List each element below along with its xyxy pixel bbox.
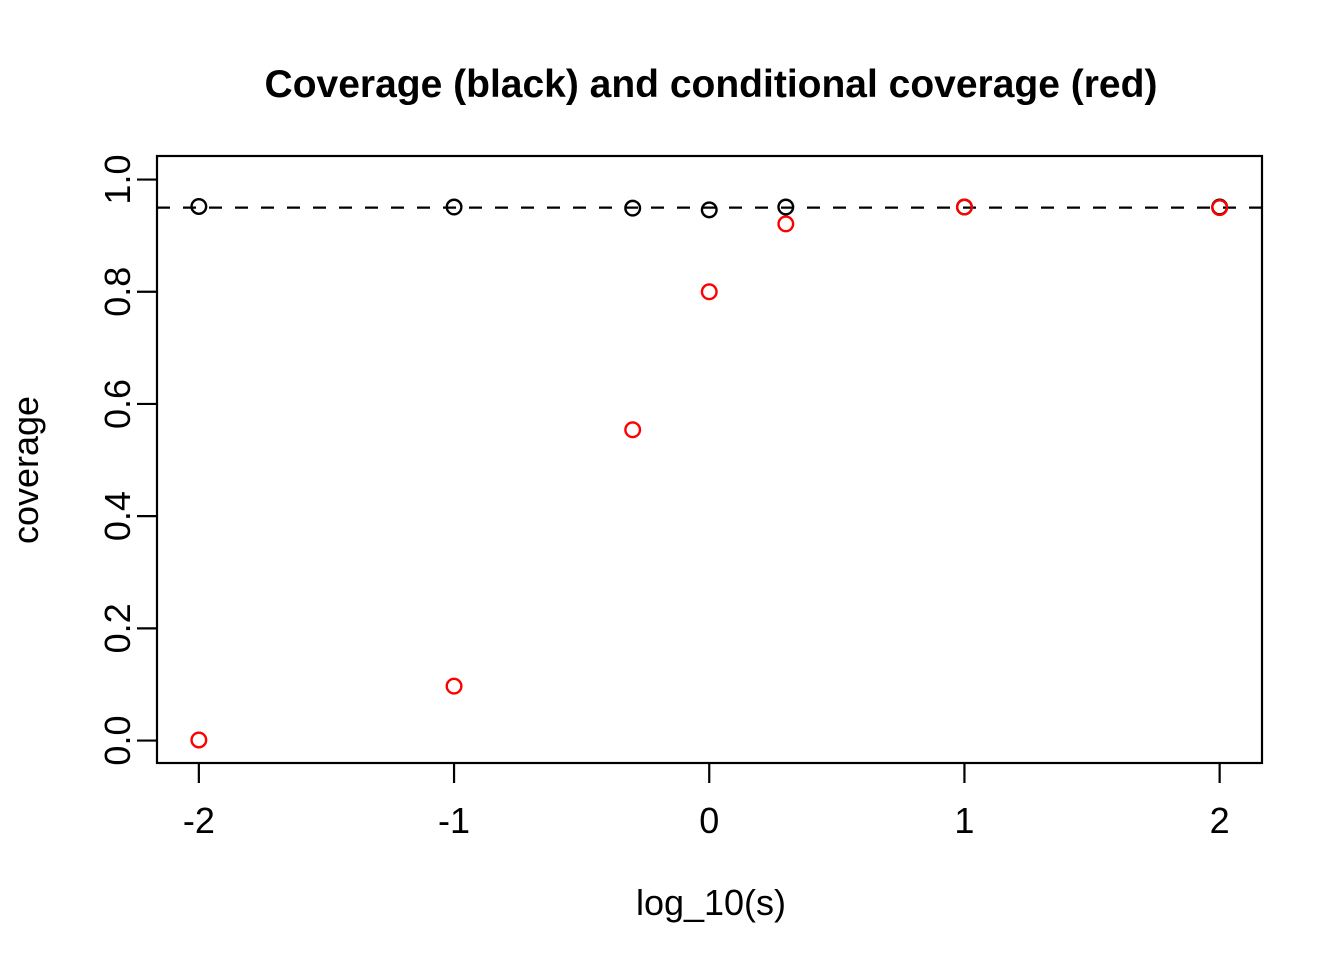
data-points-group <box>190 197 1229 749</box>
y-tick-label: 0.0 <box>97 716 138 766</box>
y-tick-label: 0.2 <box>97 603 138 653</box>
point-conditional-coverage <box>1211 199 1229 217</box>
y-axis-group: 0.0 0.2 0.4 0.6 0.8 1.0 <box>97 155 157 766</box>
y-tick-label: 0.6 <box>97 379 138 429</box>
point-conditional-coverage <box>955 198 973 216</box>
point-conditional-coverage <box>445 677 463 695</box>
point-coverage <box>777 198 795 216</box>
point-conditional-coverage <box>190 731 208 749</box>
point-coverage <box>624 199 642 217</box>
plot-box <box>155 154 1264 765</box>
y-tick-label: 0.8 <box>97 267 138 317</box>
point-conditional-coverage <box>624 421 642 439</box>
x-tick-label: 0 <box>699 800 719 841</box>
point-conditional-coverage <box>700 283 718 301</box>
y-tick-label: 0.4 <box>97 491 138 541</box>
point-coverage <box>190 197 208 215</box>
x-axis-group: -2 -1 0 1 2 <box>183 763 1230 841</box>
x-axis-label: log_10(s) <box>636 882 786 923</box>
point-coverage <box>445 198 463 216</box>
x-tick-label: -2 <box>183 800 215 841</box>
y-tick-label: 1.0 <box>97 155 138 205</box>
y-axis-label: coverage <box>5 396 46 544</box>
x-tick-label: 2 <box>1210 800 1230 841</box>
x-tick-label: 1 <box>954 800 974 841</box>
point-coverage <box>700 201 718 219</box>
chart-title: Coverage (black) and conditional coverag… <box>265 63 1158 106</box>
x-tick-label: -1 <box>438 800 470 841</box>
point-conditional-coverage <box>777 215 795 233</box>
